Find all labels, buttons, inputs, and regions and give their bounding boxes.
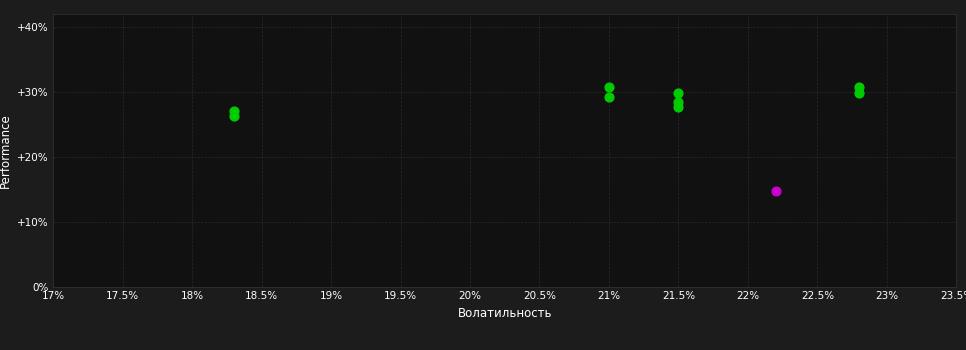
Point <box>226 113 242 119</box>
Point <box>670 104 686 110</box>
X-axis label: Волатильность: Волатильность <box>458 307 552 320</box>
Point <box>670 99 686 105</box>
Point <box>670 91 686 96</box>
Point <box>768 188 783 194</box>
Point <box>226 108 242 114</box>
Point <box>601 94 616 99</box>
Point <box>851 91 867 96</box>
Point <box>601 84 616 90</box>
Point <box>851 84 867 90</box>
Y-axis label: Performance: Performance <box>0 113 12 188</box>
